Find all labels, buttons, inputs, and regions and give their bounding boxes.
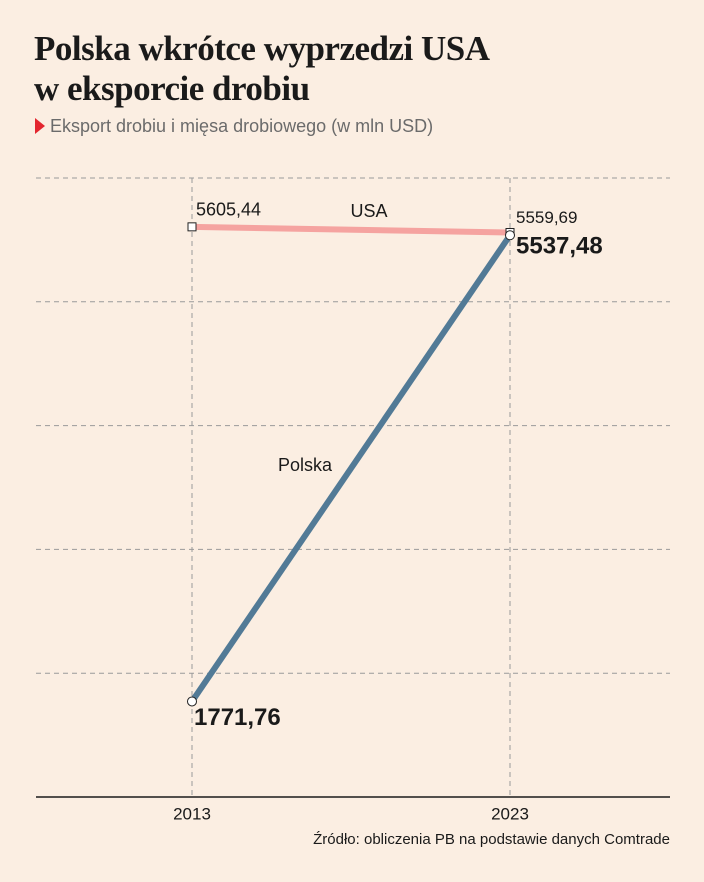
subtitle: Eksport drobiu i mięsa drobiowego (w mln… (50, 116, 433, 136)
line (189, 233, 513, 704)
marker (187, 696, 197, 707)
data-label: 5605,44 (196, 200, 261, 220)
source: Źródło: obliczenia PB na podstawie danyc… (313, 831, 670, 848)
x-tick-label: 2013 (173, 804, 211, 823)
data-label: 5559,69 (516, 208, 577, 227)
marker (187, 222, 197, 232)
marker (505, 230, 515, 241)
chart-title: w eksporcie drobiu (34, 69, 310, 108)
chart-title: Polska wkrótce wyprzedzi USA (34, 29, 491, 68)
series-label: USA (350, 201, 387, 221)
series-label: Polska (278, 455, 333, 475)
line (191, 223, 511, 236)
data-label: 1771,76 (194, 704, 281, 731)
data-label: 5537,48 (516, 233, 603, 260)
x-tick-label: 2023 (491, 804, 529, 823)
subtitle-marker (35, 118, 45, 134)
